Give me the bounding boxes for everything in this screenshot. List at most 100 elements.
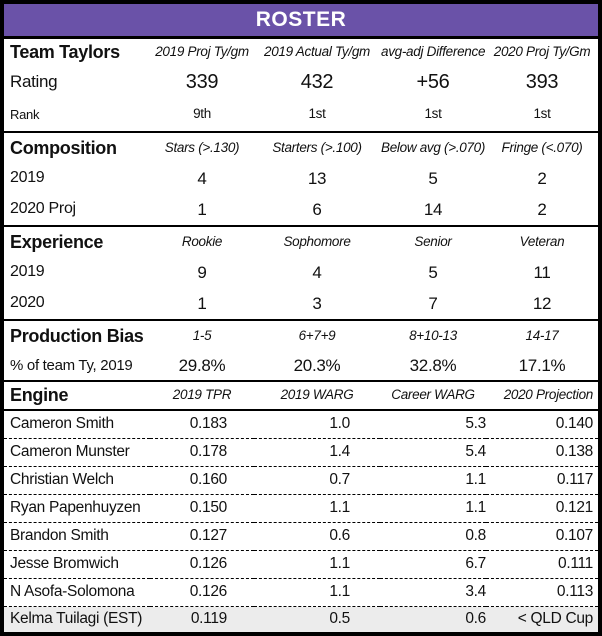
- cell-value: 2: [537, 168, 547, 188]
- cell-value: 339: [185, 70, 219, 93]
- table-row-rank: Rank 9th 1st 1st 1st: [4, 98, 598, 132]
- stat-value: 1.1: [254, 578, 380, 607]
- cell-value: 1st: [424, 106, 442, 122]
- column-header: Fringe (<.070): [486, 131, 599, 163]
- column-header: Sophomore: [254, 225, 380, 257]
- engine-player-row: Cameron Smith 0.183 1.0 5.3 0.140: [4, 410, 598, 439]
- stat-value: 0.178: [150, 438, 254, 467]
- cell-value: 17.1%: [518, 355, 566, 375]
- column-header: 2020 Projection: [486, 380, 599, 411]
- column-header: Stars (>.130): [150, 131, 254, 163]
- stat-value: 0.6: [254, 522, 380, 551]
- cell-value: 29.8%: [178, 355, 226, 375]
- engine-player-row: N Asofa-Solomona 0.126 1.1 3.4 0.113: [4, 578, 599, 607]
- engine-player-row: Cameron Munster 0.178 1.4 5.4 0.138: [4, 438, 599, 467]
- player-name: Cameron Munster: [4, 438, 150, 467]
- player-name: Cameron Smith: [10, 415, 114, 433]
- cell-value: 9th: [193, 106, 211, 122]
- player-name: Christian Welch: [4, 466, 150, 495]
- column-header: Rookie: [150, 225, 254, 257]
- roster-grid: ROSTER Team Taylors 2019 Proj Ty/gm 2019…: [4, 4, 599, 632]
- stat-value: 0.160: [150, 466, 254, 495]
- column-header: 2019 WARG: [254, 380, 380, 411]
- cell-value: 11: [533, 262, 551, 282]
- column-header: Career WARG: [380, 380, 486, 411]
- section-label-production-bias: Production Bias: [4, 319, 150, 351]
- cell-value: 4: [197, 168, 207, 188]
- stat-value: 1.1: [254, 550, 380, 579]
- cell-value: 393: [525, 70, 559, 93]
- stat-value: 0.183: [189, 415, 228, 433]
- stat-value: 0.138: [486, 438, 599, 467]
- cell-value: +56: [416, 70, 450, 93]
- engine-player-row: Ryan Papenhuyzen 0.150 1.1 1.1 0.121: [4, 494, 599, 523]
- section-header-composition: Composition Stars (>.130) Starters (>.10…: [4, 131, 599, 163]
- section-header-experience: Experience Rookie Sophomore Senior Veter…: [4, 225, 599, 257]
- row-label: % of team Ty, 2019: [10, 356, 133, 374]
- column-header: avg-adj Difference: [381, 44, 486, 60]
- section-label-experience: Experience: [4, 225, 150, 257]
- column-header: 14-17: [486, 319, 599, 351]
- column-header: Veteran: [486, 225, 599, 257]
- cell-value: 5: [428, 168, 438, 188]
- stat-value: 0.126: [150, 578, 254, 607]
- table-row: 2019 4 13 5 2: [4, 163, 598, 194]
- cell-value: 20.3%: [293, 355, 341, 375]
- table-row: 2020 Proj 1 6 14 2: [4, 194, 598, 226]
- row-label: Rank: [10, 106, 40, 122]
- column-header: 2019 Proj Ty/gm: [155, 44, 249, 60]
- stat-value: 0.140: [555, 415, 594, 433]
- player-name: Brandon Smith: [4, 522, 150, 551]
- cell-value: 14: [423, 199, 443, 219]
- cell-value: 5: [428, 262, 438, 282]
- stat-value: 0.113: [486, 578, 599, 607]
- stat-value: 1.1: [380, 494, 486, 523]
- engine-player-row: Brandon Smith 0.127 0.6 0.8 0.107: [4, 522, 599, 551]
- cell-value: 3: [312, 293, 322, 313]
- stat-value: 0.117: [486, 466, 599, 495]
- stat-value: 0.6: [380, 606, 486, 632]
- section-label-team: Team Taylors: [10, 42, 120, 63]
- stat-value: 1.0: [329, 415, 350, 433]
- engine-player-row-highlighted: Kelma Tuilagi (EST) 0.119 0.5 0.6 < QLD …: [4, 606, 599, 632]
- player-name: Ryan Papenhuyzen: [4, 494, 150, 523]
- stat-value: 0.126: [150, 550, 254, 579]
- cell-value: 432: [300, 70, 334, 93]
- table-row: % of team Ty, 2019 29.8% 20.3% 32.8% 17.…: [4, 351, 598, 381]
- stat-value: 0.121: [486, 494, 599, 523]
- page-title: ROSTER: [4, 4, 599, 39]
- stat-value: 6.7: [380, 550, 486, 579]
- stat-value: 0.107: [486, 522, 599, 551]
- player-name: Kelma Tuilagi (EST): [4, 606, 150, 632]
- cell-value: 1: [197, 199, 207, 219]
- stat-value: 5.4: [380, 438, 486, 467]
- cell-value: 6: [312, 199, 322, 219]
- section-header-team: Team Taylors 2019 Proj Ty/gm 2019 Actual…: [4, 38, 598, 67]
- player-name: N Asofa-Solomona: [4, 578, 150, 607]
- stat-value: 3.4: [380, 578, 486, 607]
- section-header-engine: Engine 2019 TPR 2019 WARG Career WARG 20…: [4, 380, 599, 411]
- stat-value: 1.4: [254, 438, 380, 467]
- column-header: 2020 Proj Ty/Gm: [493, 44, 591, 60]
- row-label: 2019: [10, 169, 45, 187]
- stat-value: 1.1: [380, 466, 486, 495]
- player-name: Jesse Bromwich: [4, 550, 150, 579]
- cell-value: 1st: [533, 106, 551, 122]
- cell-value: 13: [307, 168, 327, 188]
- stat-value: 0.119: [150, 606, 254, 632]
- table-row: 2020 1 3 7 12: [4, 288, 598, 320]
- cell-value: 1: [197, 293, 207, 313]
- engine-player-row: Christian Welch 0.160 0.7 1.1 0.117: [4, 466, 599, 495]
- title-band: ROSTER: [4, 4, 599, 39]
- stat-value: 0.7: [254, 466, 380, 495]
- cell-value: 2: [537, 199, 547, 219]
- column-header: 6+7+9: [254, 319, 380, 351]
- row-label: 2020: [10, 294, 45, 312]
- column-header: 2019 Actual Ty/gm: [264, 44, 370, 60]
- column-header: Senior: [380, 225, 486, 257]
- column-header: 1-5: [150, 319, 254, 351]
- cell-value: 7: [428, 293, 438, 313]
- stat-value: 5.3: [465, 415, 486, 433]
- column-header: Below avg (>.070): [380, 131, 486, 163]
